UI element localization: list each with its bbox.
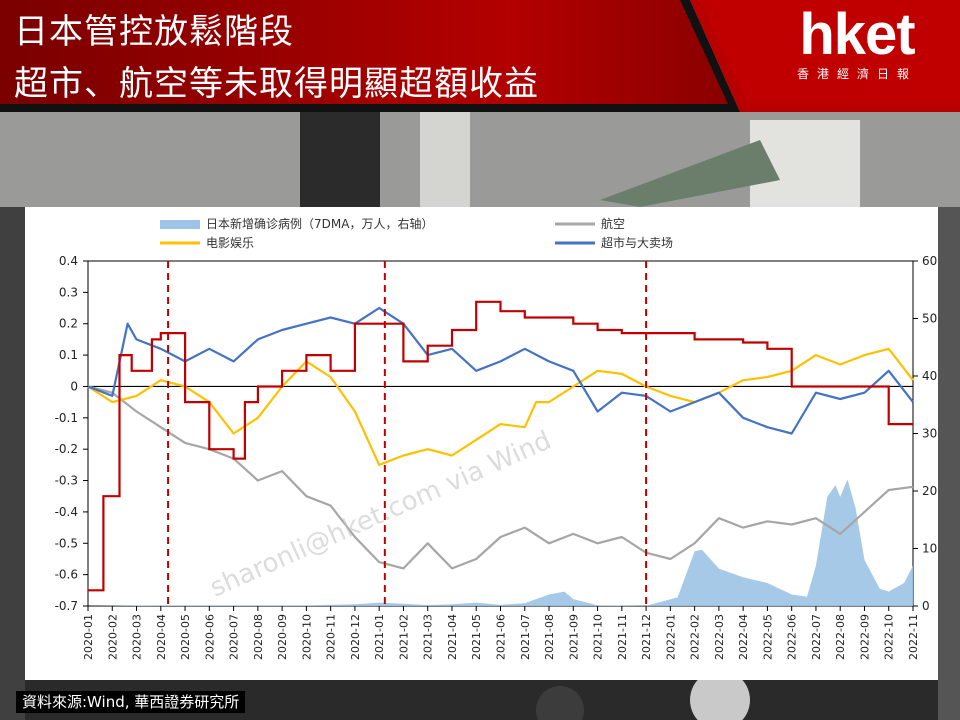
- series-line-3: [87, 306, 914, 435]
- y-left-tick-label: -0.5: [55, 536, 78, 550]
- x-tick-label: 2020-08: [252, 614, 265, 660]
- headline-line-2: 超市、航空等未取得明顯超額收益: [14, 64, 539, 104]
- x-tick-label: 2021-07: [519, 614, 532, 660]
- x-tick-label: 2022-03: [713, 614, 726, 660]
- x-tick-label: 2020-05: [179, 614, 192, 660]
- y-right-tick-label: 30: [922, 427, 937, 441]
- y-left-tick-label: -0.4: [55, 505, 78, 519]
- x-tick-label: 2022-04: [737, 614, 750, 660]
- chart-axes: 0.4 0.3 0.2 0.1 0 -0.1 -0.2 -0.3 -0.4 -0.5 -0.6 -0.…: [55, 254, 938, 660]
- x-tick-label: 2021-05: [470, 614, 483, 660]
- x-tick-label: 2021-09: [567, 614, 580, 660]
- y-left-tick-label: 0: [70, 379, 78, 393]
- series-area-cases: [88, 479, 913, 606]
- x-tick-label: 2021-10: [592, 614, 605, 660]
- y-right-tick-label: 10: [922, 542, 937, 556]
- y-right-tick-label: 0: [922, 599, 930, 613]
- logo-tagline: 香港經濟日報: [796, 67, 917, 81]
- y-right-tick-label: 20: [922, 484, 937, 498]
- x-tick-label: 2022-08: [834, 614, 847, 660]
- line-series: [87, 300, 914, 592]
- y-left-tick-label: -0.3: [55, 474, 78, 488]
- policy-markers: [167, 261, 648, 606]
- x-tick-label: 2021-04: [446, 614, 459, 660]
- x-tick-label: 2020-09: [276, 614, 289, 660]
- area-series: [88, 479, 913, 606]
- x-tick-label: 2021-08: [543, 614, 556, 660]
- series-line-2: [87, 347, 914, 466]
- x-tick-label: 2021-01: [373, 614, 386, 660]
- x-tick-label: 2022-11: [907, 614, 920, 660]
- legend-label: 超市与大卖场: [601, 235, 673, 250]
- x-tick-label: 2020-01: [82, 614, 95, 660]
- x-tick-label: 2022-07: [810, 614, 823, 660]
- x-tick-label: 2022-09: [858, 614, 871, 660]
- hket-logo: hket 香港經濟日報: [762, 4, 952, 90]
- x-tick-label: 2020-02: [106, 614, 119, 660]
- y-right-tick-label: 60: [922, 254, 937, 268]
- y-left-tick-label: 0.2: [59, 317, 78, 331]
- x-tick-label: 2020-10: [300, 614, 313, 660]
- x-tick-label: 2022-10: [883, 614, 896, 660]
- legend-label: 日本新增确诊病例（7DMA，万人，右轴）: [206, 216, 433, 231]
- watermark: sharonli@hket.com via Wind: [206, 426, 556, 604]
- legend-label: 航空: [601, 216, 625, 231]
- y-left-tick-label: 0.4: [59, 254, 78, 268]
- legend-swatch: [160, 220, 200, 229]
- logo-wordmark: hket: [799, 2, 915, 67]
- x-tick-label: 2021-03: [422, 614, 435, 660]
- x-tick-label: 2020-03: [131, 614, 144, 660]
- y-left-tick-label: -0.2: [55, 442, 78, 456]
- x-tick-label: 2020-12: [349, 614, 362, 660]
- x-tick-label: 2021-12: [640, 614, 653, 660]
- x-tick-label: 2020-07: [228, 614, 241, 660]
- x-tick-label: 2022-01: [664, 614, 677, 660]
- y-left-tick-label: -0.7: [55, 599, 78, 613]
- x-tick-label: 2022-05: [761, 614, 774, 660]
- x-tick-label: 2020-06: [203, 614, 216, 660]
- y-left-tick-label: 0.3: [59, 285, 78, 299]
- series-line-1: [87, 385, 914, 570]
- y-left-tick-label: -0.6: [55, 568, 78, 582]
- series-line-policy: [88, 300, 913, 592]
- x-tick-label: 2021-06: [495, 614, 508, 660]
- y-right-tick-label: 40: [922, 369, 937, 383]
- x-tick-label: 2022-02: [689, 614, 702, 660]
- y-left-tick-label: 0.1: [59, 348, 78, 362]
- chart-card: 日本新增确诊病例（7DMA，万人，右轴） 航空 电影娱乐 超市与大卖场 0.4 0.3 0…: [25, 207, 938, 680]
- x-tick-label: 2021-02: [397, 614, 410, 660]
- x-tick-label: 2021-11: [616, 614, 629, 660]
- headline-line-1: 日本管控放鬆階段: [14, 12, 294, 52]
- legend-label: 电影娱乐: [206, 236, 254, 250]
- source-note: 資料來源:Wind, 華西證券研究所: [16, 691, 246, 713]
- x-tick-label: 2020-11: [325, 614, 338, 660]
- title-banner: [0, 0, 960, 112]
- x-tick-label: 2022-06: [786, 614, 799, 660]
- x-tick-label: 2020-04: [155, 614, 168, 660]
- y-left-tick-label: -0.1: [55, 411, 78, 425]
- y-right-tick-label: 50: [922, 312, 937, 326]
